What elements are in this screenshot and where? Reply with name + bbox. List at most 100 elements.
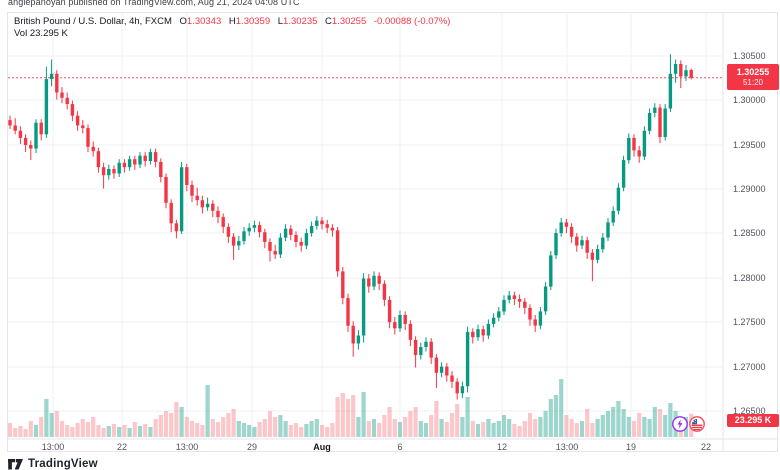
volume-bar [44,399,49,437]
candle-body [211,203,215,211]
tradingview-logo[interactable]: TradingView [8,458,98,470]
volume-bar [91,417,96,437]
volume-bar [423,423,429,437]
candle-body [455,381,459,394]
volume-bar [335,397,340,437]
symbol-legend[interactable]: British Pound / U.S. Dollar, 4h, FXCM O1… [14,16,450,27]
ohlc-low-value: 1.30235 [283,16,318,27]
candle-body [221,217,225,227]
candle-body [569,226,574,237]
volume-bar [512,424,517,437]
volume-bar [195,423,200,437]
candle-body [55,73,59,93]
candle-body [320,220,324,225]
volume-bar [293,423,299,437]
candle-body [476,329,480,338]
candle-body [616,187,621,211]
volume-bar [538,417,543,437]
candle-body [471,331,475,338]
volume-bar [85,422,91,437]
volume-bar [616,401,621,437]
candles [8,54,693,400]
volume-bar [231,409,236,437]
candle-body [18,130,23,138]
candle-body [299,242,303,246]
time-tick-label: 29 [246,442,258,452]
candle-body [122,162,127,168]
candle-body [523,301,527,308]
candle-body [658,107,662,137]
candle-body [491,317,496,324]
volume-bar [267,411,273,437]
volume-bar [517,426,522,437]
candle-body [361,278,366,336]
volume-bar [507,419,512,437]
volume-bar [382,415,387,437]
volume-legend[interactable]: Vol 23.295 K [14,28,68,39]
volume-bar [377,423,382,437]
candle-body [642,130,647,157]
volume-bar [626,417,631,437]
time-tick-label: 13:00 [175,442,199,452]
candle-body [528,307,532,320]
volume-bar [288,425,293,437]
volume-bar [486,419,491,437]
candle-body [543,286,548,312]
candle-body [533,319,537,326]
volume-bar [491,423,496,437]
price-tick-label: 1.28500 [733,228,766,238]
volume-bar [637,413,642,437]
price-tick-label: 1.30500 [733,51,766,61]
candle-body [23,137,28,145]
candle-body [668,73,673,109]
volume-bar [299,427,304,437]
volume-bar [663,415,668,437]
volume-bar [361,392,366,437]
candle-body [65,97,69,104]
candle-body [372,275,376,287]
candle-body [486,323,491,336]
candle-body [367,278,371,287]
candle-body [200,200,205,208]
volume-bar [117,427,122,437]
candle-body [107,169,111,176]
candle-body [252,225,257,228]
candle-body [148,152,153,161]
candle-body [398,315,402,329]
candle-body [445,366,449,376]
candle-body [164,177,168,203]
candle-body [237,241,241,246]
candle-body [450,375,454,382]
ohlc-open-value: 1.30343 [186,16,222,27]
us-flag-icon[interactable] [689,416,705,432]
candle-body [663,108,667,137]
volume-bar [132,422,137,437]
lightning-icon[interactable] [672,416,688,432]
candle-body [278,237,283,255]
candle-body [39,122,43,135]
volume-bar [23,429,28,437]
grid [8,13,722,439]
candle-body [226,226,231,237]
volume-axis-label: 23.295 K [727,414,779,427]
candle-body [268,242,272,251]
candle-body [356,335,361,344]
candle-body [13,125,17,131]
volume-bar [252,427,257,437]
price-tick-label: 1.27000 [733,362,766,372]
volume-bar [210,419,215,437]
volume-bar [111,424,117,437]
candle-body [517,299,522,302]
volume-bar [413,407,418,437]
volume-bar [59,421,65,437]
volume-bar [345,399,351,437]
volume-bar [553,395,559,437]
volume-bar [330,423,335,437]
candle-body [606,222,610,238]
corner-icons [672,416,706,432]
volume-bar [439,419,444,437]
volume-pane [7,379,694,437]
candle-body [273,250,277,255]
